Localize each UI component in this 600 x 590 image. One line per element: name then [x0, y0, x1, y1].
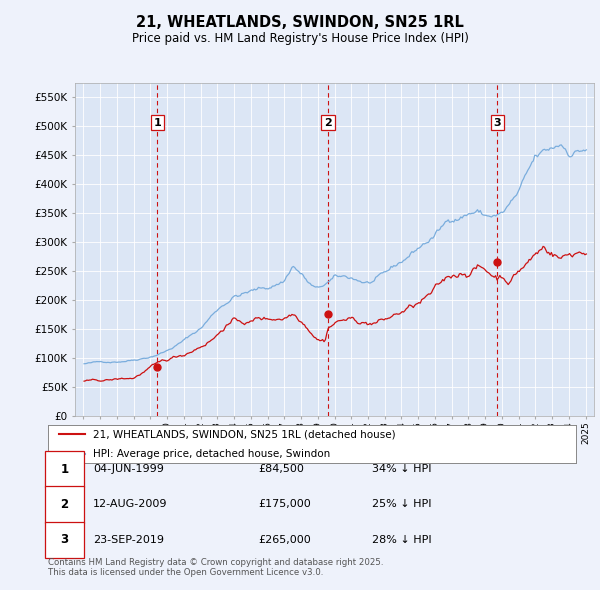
Text: 25% ↓ HPI: 25% ↓ HPI: [372, 500, 431, 509]
Text: 3: 3: [493, 117, 501, 127]
Text: 21, WHEATLANDS, SWINDON, SN25 1RL: 21, WHEATLANDS, SWINDON, SN25 1RL: [136, 15, 464, 30]
Text: HPI: Average price, detached house, Swindon: HPI: Average price, detached house, Swin…: [93, 448, 330, 458]
Text: 34% ↓ HPI: 34% ↓ HPI: [372, 464, 431, 474]
Text: 23-SEP-2019: 23-SEP-2019: [93, 535, 164, 545]
Text: 1: 1: [154, 117, 161, 127]
Text: Contains HM Land Registry data © Crown copyright and database right 2025.
This d: Contains HM Land Registry data © Crown c…: [48, 558, 383, 577]
Text: £175,000: £175,000: [258, 500, 311, 509]
Text: 28% ↓ HPI: 28% ↓ HPI: [372, 535, 431, 545]
Text: £265,000: £265,000: [258, 535, 311, 545]
Text: Price paid vs. HM Land Registry's House Price Index (HPI): Price paid vs. HM Land Registry's House …: [131, 32, 469, 45]
Text: 21, WHEATLANDS, SWINDON, SN25 1RL (detached house): 21, WHEATLANDS, SWINDON, SN25 1RL (detac…: [93, 430, 395, 440]
Text: 04-JUN-1999: 04-JUN-1999: [93, 464, 164, 474]
Text: 2: 2: [61, 498, 68, 511]
Text: 2: 2: [324, 117, 332, 127]
Text: 1: 1: [61, 463, 68, 476]
Text: 12-AUG-2009: 12-AUG-2009: [93, 500, 167, 509]
Text: 3: 3: [61, 533, 68, 546]
Text: £84,500: £84,500: [258, 464, 304, 474]
